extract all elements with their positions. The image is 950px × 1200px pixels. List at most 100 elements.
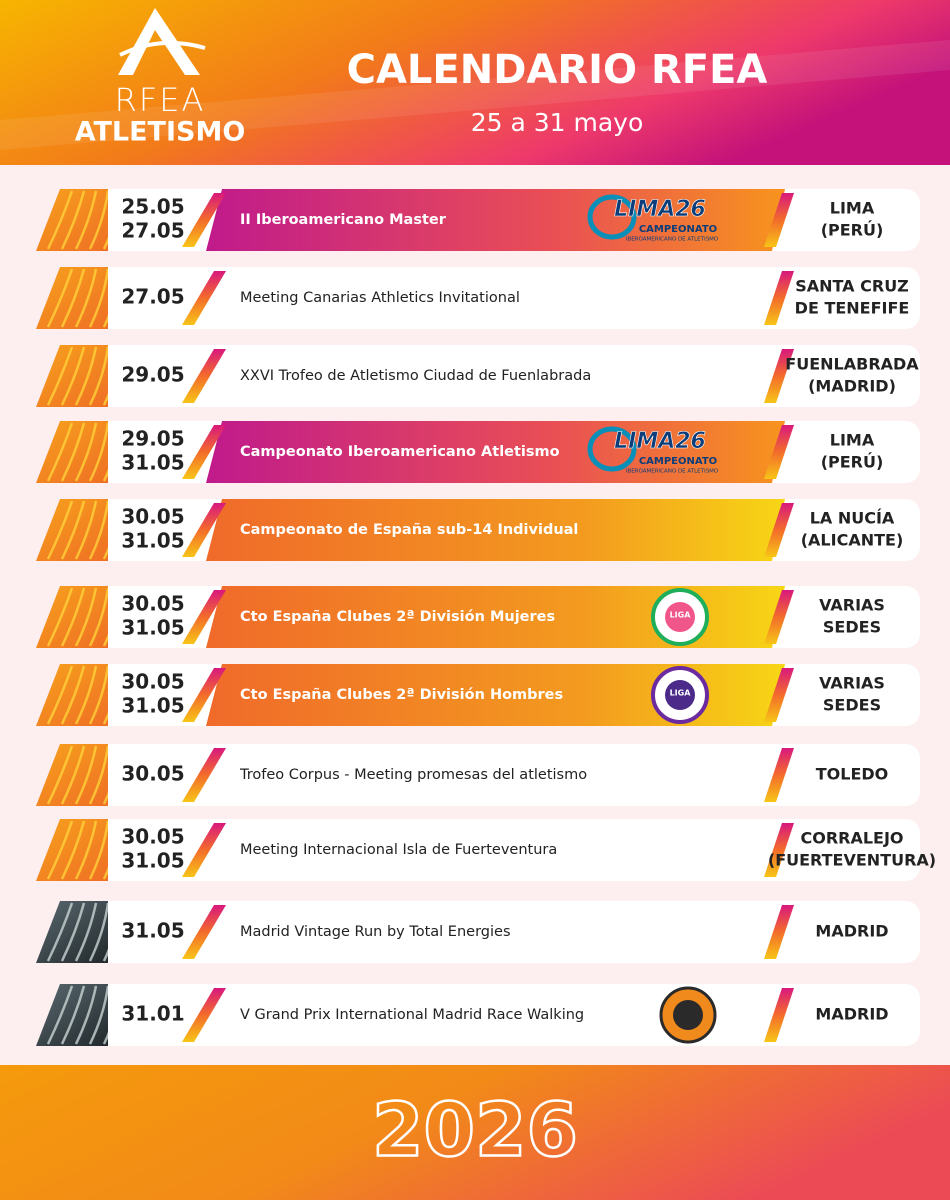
deco-stripe	[60, 190, 86, 250]
event-location: CORRALEJO	[800, 829, 903, 848]
event-name: Cto España Clubes 2ª División Hombres	[240, 687, 563, 703]
row-card	[80, 744, 920, 806]
event-row: 30.05 Trofeo Corpus - Meeting promesas de…	[36, 744, 920, 806]
event-band	[206, 664, 785, 726]
event-row: 27.05 Meeting Canarias Athletics Invitati…	[36, 267, 920, 329]
separator	[182, 349, 226, 403]
separator	[182, 271, 226, 325]
separator	[764, 823, 794, 877]
separator	[182, 668, 226, 722]
separator	[764, 271, 794, 325]
row-card	[80, 267, 920, 329]
deco-stripe	[74, 422, 98, 482]
deco-stripe	[46, 902, 74, 962]
deco-stripe	[46, 346, 74, 406]
logo-ring	[587, 426, 637, 472]
event-location: DE TENEFIFE	[795, 299, 910, 318]
separator	[764, 503, 794, 557]
title: CALENDARIO RFEA	[347, 47, 768, 93]
separator	[182, 193, 226, 247]
logo-ring	[587, 194, 637, 240]
logo-caption: IBEROAMERICANO DE ATLETISMO	[626, 237, 719, 243]
row-deco	[36, 421, 122, 483]
event-location: (PERÚ)	[821, 221, 884, 240]
event-location: TOLEDO	[816, 765, 889, 784]
logo-bottom: ATLETISMO	[75, 117, 246, 148]
separator	[182, 988, 226, 1042]
deco-stripe	[88, 985, 110, 1045]
event-name: Campeonato de España sub-14 Individual	[240, 522, 578, 538]
event-date: 30.05	[121, 825, 184, 849]
logo-top: RFEA	[115, 81, 206, 119]
separator	[182, 905, 226, 959]
row-deco	[36, 901, 122, 963]
deco-stripe	[60, 346, 86, 406]
event-band	[206, 421, 785, 483]
deco-stripe	[88, 268, 110, 328]
separator	[764, 349, 794, 403]
logo-title: LIMA26	[614, 197, 706, 222]
separator	[182, 503, 226, 557]
event-row: 31.05 Madrid Vintage Run by Total Energie…	[36, 901, 920, 963]
event-location: FUENLABRADA	[785, 355, 919, 374]
event-location: VARIAS	[819, 674, 885, 693]
deco-stripe	[60, 665, 86, 725]
separator	[182, 823, 226, 877]
event-location: (FUERTEVENTURA)	[768, 851, 936, 870]
event-band	[206, 586, 785, 648]
separator	[764, 905, 794, 959]
deco-stripe	[88, 745, 110, 805]
deco-stripe	[74, 500, 98, 560]
event-name: Meeting Internacional Isla de Fuertevent…	[240, 842, 557, 858]
event-date: 25.05	[121, 195, 184, 219]
event-location: LA NUCÍA	[810, 509, 895, 528]
logo-caption: IBEROAMERICANO DE ATLETISMO	[626, 469, 719, 475]
event-date: 31.05	[121, 451, 184, 475]
row-deco	[36, 819, 122, 881]
event-date: 30.05	[121, 762, 184, 786]
event-row: 29.05 XXVI Trofeo de Atletismo Ciudad de …	[36, 345, 920, 407]
deco-stripe	[88, 422, 110, 482]
row-deco	[36, 189, 122, 251]
deco-stripe	[60, 268, 86, 328]
event-name: Trofeo Corpus - Meeting promesas del atl…	[239, 767, 587, 783]
row-deco	[36, 499, 122, 561]
deco-stripe	[46, 587, 74, 647]
event-name: Madrid Vintage Run by Total Energies	[240, 924, 511, 940]
event-date: 29.05	[121, 427, 184, 451]
row-deco	[36, 345, 122, 407]
event-location: (MADRID)	[808, 377, 896, 396]
deco-stripe	[46, 500, 74, 560]
separator	[764, 193, 794, 247]
deco-stripe	[88, 346, 110, 406]
deco-stripe	[88, 820, 110, 880]
deco-stripe	[88, 587, 110, 647]
logo-title: LIGA	[670, 611, 692, 620]
deco-stripe	[60, 902, 86, 962]
event-date: 31.05	[121, 694, 184, 718]
row-card	[80, 901, 920, 963]
subtitle: 25 a 31 mayo	[471, 108, 644, 137]
footer-year: 2026	[372, 1088, 578, 1174]
logo-title: LIMA26	[614, 429, 706, 454]
logo-swoosh	[119, 40, 206, 57]
row-deco	[36, 984, 122, 1046]
deco-stripe	[46, 745, 74, 805]
separator	[764, 425, 794, 479]
deco-stripe	[60, 500, 86, 560]
event-location: SEDES	[823, 696, 881, 715]
deco-stripe	[74, 902, 98, 962]
deco-stripe	[46, 190, 74, 250]
deco-stripe	[74, 745, 98, 805]
deco-stripe	[74, 587, 98, 647]
separator	[764, 668, 794, 722]
event-name: Cto España Clubes 2ª División Mujeres	[240, 609, 555, 625]
logo-inner	[673, 1000, 703, 1030]
deco-stripe	[74, 985, 98, 1045]
deco-stripe	[88, 500, 110, 560]
deco-stripe	[88, 665, 110, 725]
logo-inner	[665, 602, 695, 632]
